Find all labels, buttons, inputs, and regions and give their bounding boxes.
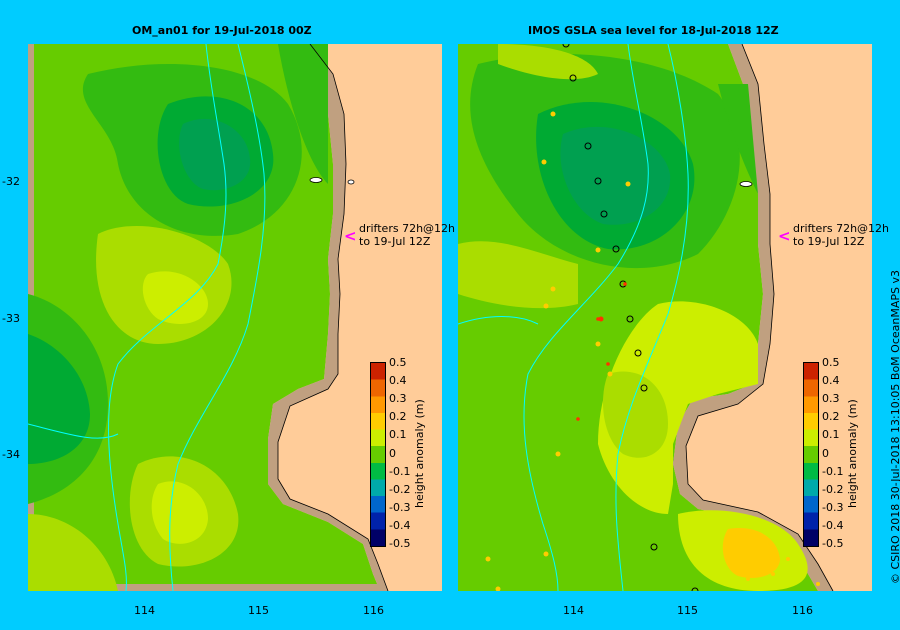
rottnest-island [739,181,753,187]
anomaly-zone-plus01a [498,44,598,80]
cb-tick-m0.3-right: -0.3 [822,501,844,514]
cb-tick-m0.3-left: -0.3 [389,501,411,514]
lon-tick-114-right: 114 [563,604,584,617]
drifter-marker [634,349,642,357]
lon-tick-114-left: 114 [134,604,155,617]
drifter-red-marks [576,282,627,421]
left-map-panel [28,44,442,591]
cb-tick-0.1-left: 0.1 [389,428,407,441]
lat-tick-34-left: -34 [2,448,20,461]
drifter-line1: drifters 72h@12h [359,222,456,235]
lon-tick-116-left: 116 [363,604,384,617]
anomaly-zone-plus01d [603,371,668,458]
colorbar-left [370,362,386,547]
right-panel-title: IMOS GSLA sea level for 18-Jul-2018 12Z [528,24,779,37]
cb-tick-0.1-right: 0.1 [822,428,840,441]
drifter-marker [584,142,592,150]
anomaly-zone-southwest [28,514,118,591]
garden-island [347,179,355,185]
anomaly-zone-minus02b [179,118,251,191]
lat-tick-33-left: -33 [2,312,20,325]
drifter-marker [650,543,658,551]
anomaly-zone-east-low [718,84,758,194]
anomaly-zone-plus02b [722,528,780,579]
anomaly-zone-plus01c [598,301,758,514]
coastline [277,44,389,591]
left-sea-level-map [28,44,389,591]
cb-tick-0.3-left: 0.3 [389,392,407,405]
right-sea-level-map [458,44,834,591]
drifter-marker [562,44,570,48]
cb-tick-0.4-right: 0.4 [822,374,840,387]
drifter-marker [626,315,634,323]
cb-tick-m0.5-left: -0.5 [389,537,411,550]
drifter-marker [640,384,648,392]
drifter-legend-left: drifters 72h@12h to 19-Jul 12Z [359,222,455,248]
lon-tick-116-right: 116 [792,604,813,617]
credit-line: © CSIRO 2018 30-Jul-2018 13:10:05 BoM Oc… [889,270,900,584]
anomaly-zone-minus02b [560,126,671,225]
drifter-marker [691,587,699,591]
cb-tick-0.3-right: 0.3 [822,392,840,405]
anomaly-zone-plus01b [458,241,578,309]
anomaly-zone-west-low2 [28,334,90,464]
rottnest-island [309,177,323,183]
drifter-legend-right: drifters 72h@12h to 19-Jul 12Z [793,222,889,248]
colorbar-right [803,362,819,547]
cb-tick-0.2-left: 0.2 [389,410,407,423]
drifter-marker [594,177,602,185]
drifter-arrow-icon-left: < [344,227,357,245]
drifter-line1: drifters 72h@12h [793,222,890,235]
drifter-markers [562,44,699,591]
bathymetry-contour-1 [108,44,227,591]
anomaly-zone-plus01b [142,271,208,324]
left-panel-title: OM_an01 for 19-Jul-2018 00Z [132,24,312,37]
bathymetry-contour-3 [458,316,539,325]
coastline [685,44,834,591]
lon-tick-115-right: 115 [677,604,698,617]
anomaly-zone-plus01d [151,481,208,544]
colorbar-title-left: height anomaly (m) [413,399,426,508]
drifter-marker [569,74,577,82]
bathymetry-contour-2 [615,44,689,591]
anomaly-zone-east-low [278,44,328,184]
cb-tick-m0.1-right: -0.1 [822,465,844,478]
bathymetry-contour-2 [169,44,266,591]
colorbar-title-right: height anomaly (m) [846,399,859,508]
drifter-arrow-icon-right: < [778,227,791,245]
cb-tick-0.4-left: 0.4 [389,374,407,387]
right-map-panel [458,44,872,591]
drifter-marker [612,245,620,253]
cb-tick-m0.5-right: -0.5 [822,537,844,550]
cb-tick-m0.2-right: -0.2 [822,483,844,496]
bathymetry-contour-1 [523,44,649,591]
cb-tick-0-right: 0 [822,447,829,460]
cb-tick-0.2-right: 0.2 [822,410,840,423]
lat-tick-32-left: -32 [2,175,20,188]
drifter-marker [600,210,608,218]
cb-tick-0-left: 0 [389,447,396,460]
cb-tick-0.5-left: 0.5 [389,356,407,369]
cb-tick-m0.4-left: -0.4 [389,519,411,532]
cb-tick-0.5-right: 0.5 [822,356,840,369]
colorbar-gradient [371,363,385,546]
drifter-line2: to 19-Jul 12Z [793,235,865,248]
bathymetry-contour-3 [28,423,119,439]
colorbar-gradient [804,363,818,546]
cb-tick-m0.1-left: -0.1 [389,465,411,478]
cb-tick-m0.2-left: -0.2 [389,483,411,496]
drifter-dots [485,111,820,591]
cb-tick-m0.4-right: -0.4 [822,519,844,532]
drifter-line2: to 19-Jul 12Z [359,235,431,248]
lon-tick-115-left: 115 [248,604,269,617]
